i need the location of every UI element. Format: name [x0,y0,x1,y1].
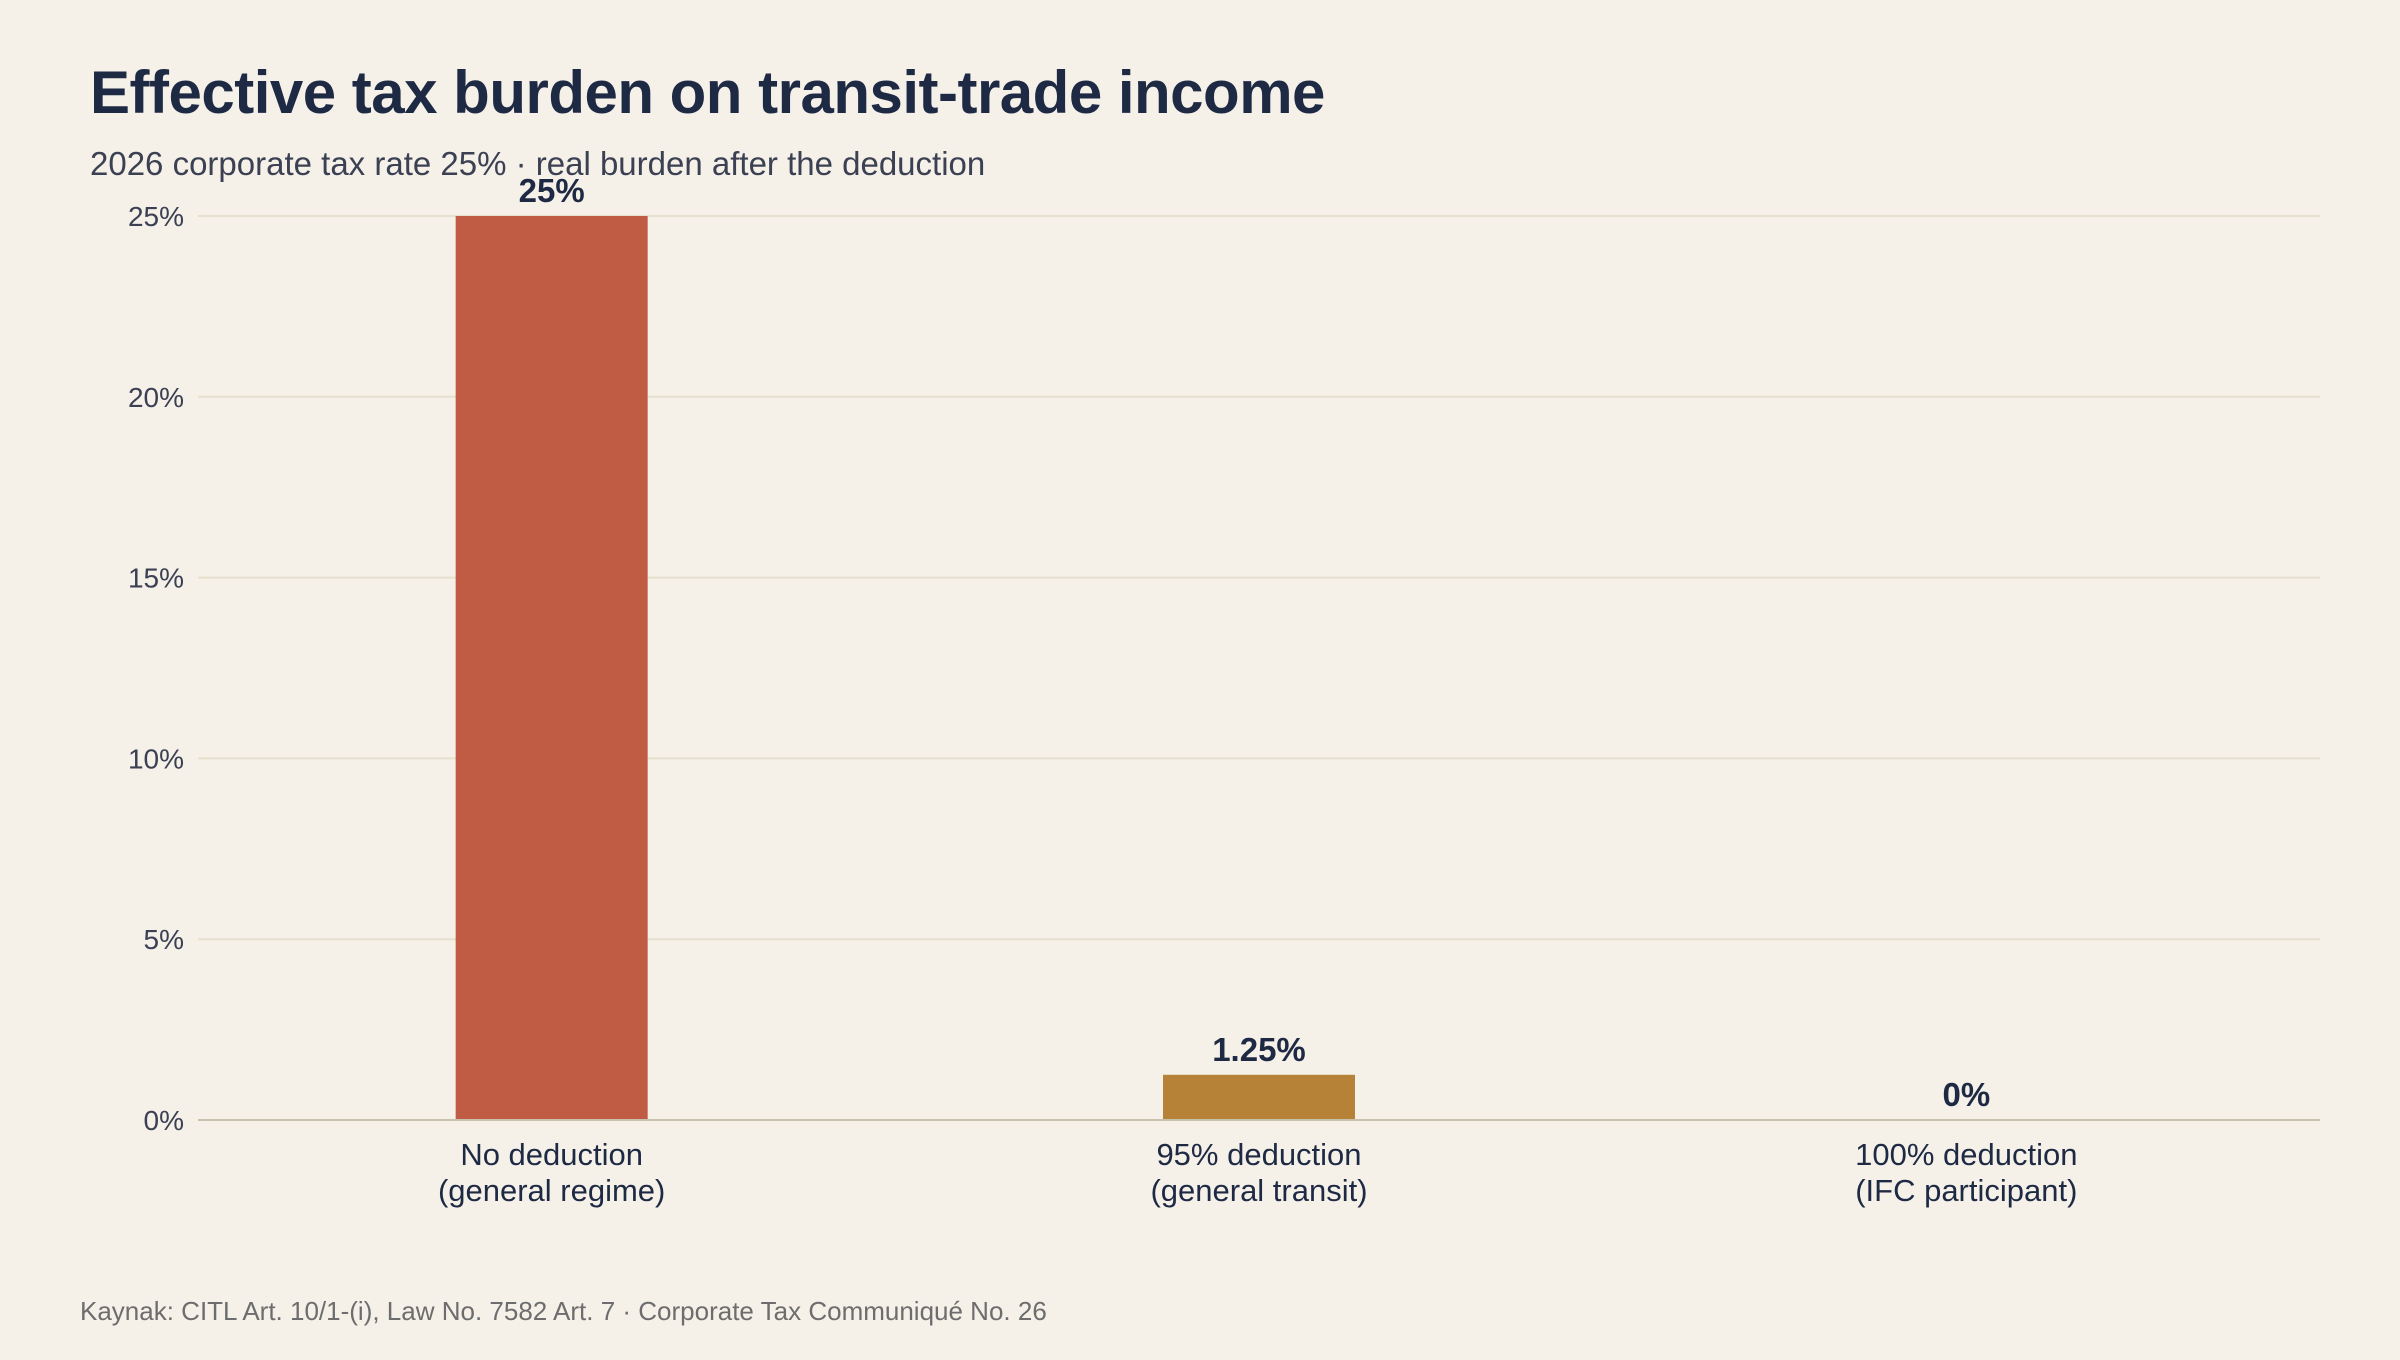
bar-value-label: 25% [519,172,585,209]
x-category-label: 100% deduction [1855,1137,2077,1172]
y-tick-label: 15% [128,563,184,594]
x-category-label: 95% deduction [1156,1137,1361,1172]
bar [455,216,648,1120]
chart-subtitle: 2026 corporate tax rate 25% · real burde… [90,145,986,182]
y-tick-label: 0% [144,1105,184,1136]
x-category-label: (IFC participant) [1855,1173,2077,1208]
x-category-label: No deduction [460,1137,643,1172]
labels: 25% No deduction(general regime) 1.25% 95% … [438,172,2078,1208]
bars [455,216,1355,1120]
chart-title: Effective tax burden on transit-trade in… [90,59,1325,126]
x-category-label: (general regime) [438,1173,665,1208]
bar-value-label: 1.25% [1212,1031,1306,1068]
axes: 0% 5% 10% 15% 20% 25% [128,201,2320,1136]
y-tick-label: 10% [128,743,184,774]
y-tick-label: 25% [128,201,184,232]
y-tick-label: 20% [128,382,184,413]
y-tick-label: 5% [144,924,184,955]
source-note: Kaynak: CITL Art. 10/1-(i), Law No. 7582… [80,1296,1047,1326]
bar-value-label: 0% [1942,1076,1990,1113]
bar [1163,1074,1355,1120]
x-category-label: (general transit) [1150,1173,1367,1208]
